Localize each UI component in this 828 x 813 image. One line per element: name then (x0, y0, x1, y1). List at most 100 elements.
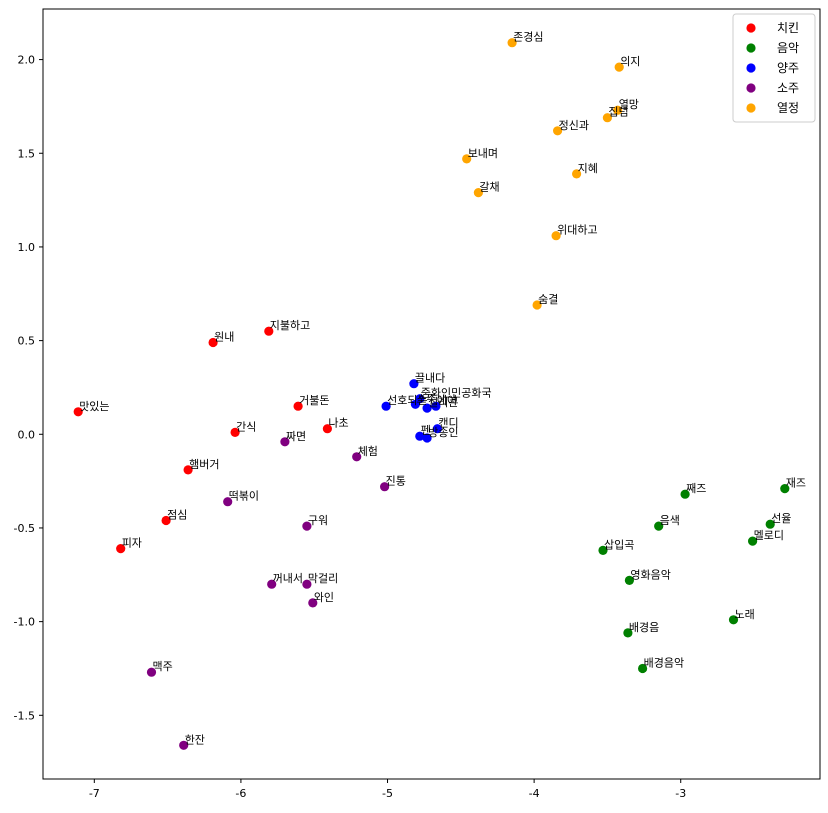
point-label: 나초 (328, 417, 348, 430)
data-point (415, 431, 425, 441)
legend-box (732, 13, 816, 123)
point-label: 보내며 (468, 147, 498, 160)
point-label: 에어 (437, 394, 457, 407)
data-point (507, 38, 517, 48)
x-tick-label: -7 (89, 787, 100, 800)
legend-label: 열정 (777, 101, 799, 115)
data-point (680, 489, 690, 499)
x-tick-label: -5 (382, 787, 393, 800)
point-label: 열망 (619, 98, 639, 111)
point-label: 째즈 (686, 482, 706, 495)
point-label: 선호되는 (387, 394, 427, 407)
y-tick-label: -1.0 (14, 616, 35, 629)
point-label: 위대하고 (557, 223, 597, 237)
point-label: 캔디 (438, 417, 458, 430)
point-label: 선율 (771, 512, 791, 525)
data-point (598, 545, 608, 556)
y-tick-label: 1.5 (18, 147, 36, 160)
point-label: 멜로디 (754, 529, 784, 542)
point-label: 집념 (608, 106, 628, 119)
point-label: 실리콘 (428, 396, 458, 409)
data-point (431, 401, 441, 411)
data-point (551, 231, 561, 241)
data-point (748, 536, 758, 546)
point-label: 존경심 (513, 31, 543, 44)
point-label: 한잔 (185, 733, 205, 746)
point-label: 햄버거 (189, 458, 219, 471)
point-label: 간식 (236, 420, 256, 433)
y-tick-label: 0.0 (18, 428, 36, 441)
data-point (422, 403, 432, 413)
point-label: 맥주 (153, 660, 173, 673)
point-label: 배경음 (629, 621, 659, 634)
data-point (624, 575, 635, 586)
point-label: 와인 (314, 591, 334, 604)
legend-marker (746, 63, 756, 73)
point-label: 체험 (358, 445, 378, 458)
data-point (308, 598, 318, 608)
data-point (264, 326, 274, 336)
data-point (532, 300, 542, 310)
point-label: 소주 (416, 392, 436, 405)
data-point (381, 401, 391, 411)
point-label: 노래 (735, 608, 755, 621)
data-point (223, 497, 233, 507)
y-tick-label: 2.0 (18, 54, 36, 67)
x-tick-label: -6 (235, 787, 246, 800)
y-axis: -1.5 -1.0 -0.5 0.0 0.5 1.0 1.5 2.0 (14, 54, 43, 722)
data-point (473, 188, 483, 198)
point-label: 재즈 (786, 477, 806, 490)
legend-label: 소주 (777, 81, 799, 95)
legend-label: 양주 (777, 61, 799, 75)
data-point (602, 113, 613, 123)
point-label: 지혜 (578, 162, 598, 175)
data-point (352, 452, 362, 462)
data-point (410, 399, 420, 409)
data-point (208, 337, 218, 348)
point-label: 짜면 (286, 430, 306, 443)
point-label: 막걸리 (308, 572, 338, 585)
data-point (146, 667, 157, 677)
point-label: 거불돈 (299, 394, 329, 407)
data-point (432, 424, 442, 434)
point-label: 점심 (167, 509, 187, 522)
data-point (462, 154, 472, 164)
point-label: 지불하고 (270, 318, 310, 332)
data-point (613, 105, 623, 115)
data-point (623, 628, 633, 638)
y-tick-label: 0.5 (18, 335, 36, 348)
legend-marker (746, 23, 756, 33)
data-point (116, 544, 126, 554)
points-layer (73, 38, 790, 750)
data-point (267, 579, 277, 589)
data-point (293, 401, 303, 411)
data-point (179, 740, 189, 750)
legend-marker (746, 103, 756, 113)
point-label: 진통 (386, 475, 406, 488)
data-point (654, 521, 664, 531)
data-point (780, 484, 790, 494)
y-tick-label: -1.5 (14, 709, 35, 722)
data-point (161, 515, 171, 526)
point-label: 음색 (660, 514, 680, 527)
data-point (728, 615, 739, 625)
plot-frame (42, 8, 821, 780)
point-label: 펜 (421, 424, 431, 437)
y-tick-label: 1.0 (18, 241, 36, 254)
y-tick-label: -0.5 (14, 522, 35, 535)
data-point (230, 427, 240, 437)
data-point (614, 62, 624, 72)
point-label: 갈채 (479, 180, 499, 194)
x-tick-label: -3 (675, 787, 686, 800)
data-point (638, 663, 648, 674)
point-label: 정신과 (559, 119, 589, 132)
plot-area (42, 8, 821, 780)
data-point (280, 437, 290, 447)
point-label: 중화인민공화국 (421, 387, 492, 400)
data-point (73, 407, 83, 417)
point-label: 피자 (122, 537, 142, 550)
point-label: 끌내다 (415, 372, 445, 385)
data-point (409, 379, 419, 389)
